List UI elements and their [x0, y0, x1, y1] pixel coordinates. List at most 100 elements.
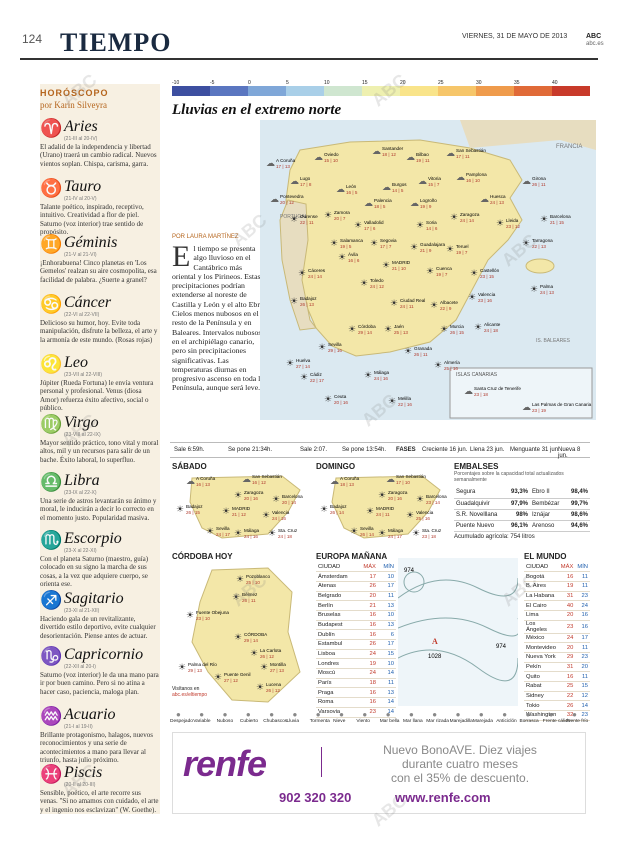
scale-label: 10 [324, 80, 330, 86]
cloud-icon: ☁ [418, 176, 427, 186]
city-temps: 17 | 6 [364, 226, 376, 231]
cloud-icon: ☁ [522, 176, 531, 186]
table-cell: 14 [377, 697, 396, 708]
city-name: Albacete [440, 300, 458, 305]
legend-symbol-icon: ● [222, 710, 228, 719]
table-cell: 23 [575, 652, 590, 663]
city-name: Sta. Cruz [278, 528, 298, 533]
city-name: Soria [426, 220, 437, 225]
table-row: Nueva York 29 23 [524, 652, 590, 663]
table-cell: Washington [524, 710, 559, 721]
city-name: Cádiz [310, 372, 322, 377]
table-cell: Iznájar [530, 509, 566, 521]
legend-symbol-icon: ● [292, 710, 298, 719]
horoscope-title: HORÓSCOPO [40, 88, 109, 98]
site-link[interactable]: abc.es [586, 41, 604, 47]
city-name: Santa Cruz de Tenerife [474, 386, 521, 391]
sun-icon: ☀ [222, 506, 230, 516]
city-name: Sta. Cruz [422, 528, 442, 533]
temperature-scale [172, 86, 590, 96]
legend-label: Variable [193, 719, 211, 724]
table-cell: 21 [357, 600, 378, 611]
city-temps: 24 | 18 [484, 328, 498, 333]
world-col-min: MÍN [575, 562, 590, 573]
city-name: San Sebastián [456, 148, 486, 153]
table-cell: Roma [316, 697, 358, 708]
table-cell: 15 [575, 681, 590, 692]
city-temps: 20 | 16 [388, 496, 402, 501]
zodiac-icon: ♉ [40, 178, 63, 198]
city-name: San Sebastián [396, 474, 426, 479]
sun-icon: ☀ [320, 504, 328, 514]
city-name: Málaga [388, 528, 404, 533]
sun-icon: ☀ [410, 242, 418, 252]
city-temps: 26 | 11 [532, 182, 546, 187]
cloud-icon: ☁ [372, 146, 381, 156]
sun-icon: ☀ [412, 528, 420, 538]
sun-icon: ☀ [416, 494, 424, 504]
sign-text: Una serie de astros levantarán su ánimo … [40, 497, 157, 522]
city-temps: 21 | 15 [550, 220, 564, 225]
table-cell: Segura [454, 487, 506, 499]
table-cell: 26 [357, 639, 378, 650]
city-name: Huelva [296, 358, 311, 363]
legend-label: Frente frío [566, 719, 589, 724]
city-name: Pamplona [466, 172, 487, 177]
ad-phone[interactable]: 902 320 320 [279, 790, 352, 805]
table-row: Varsovia 23 14 [316, 707, 396, 718]
scale-swatch [476, 86, 514, 96]
sign-dates: (22-VI al 22-VII) [64, 312, 100, 318]
cloud-icon: ☁ [266, 158, 275, 168]
sun-icon: ☀ [354, 220, 362, 230]
city-temps: 22 | 11 [300, 220, 314, 225]
table-cell: Dublín [316, 629, 358, 640]
table-cell: 24 [575, 600, 590, 611]
sun-icon: ☀ [522, 238, 530, 248]
city-name: Córdoba [358, 324, 376, 329]
sign-text: El adalid de la independencia y libertad… [40, 143, 157, 168]
sun-icon: ☀ [350, 526, 358, 536]
table-row: Budapest 16 13 [316, 620, 396, 631]
ad-website[interactable]: www.renfe.com [395, 790, 491, 805]
table-cell: 17 [357, 571, 378, 582]
city-temps: 18 | 5 [374, 204, 386, 209]
ad-line-1: Nuevo BonoAVE. Diez viajes [383, 743, 537, 757]
scale-swatch [286, 86, 324, 96]
table-cell: Estambul [316, 639, 358, 650]
sun-icon: ☀ [440, 324, 448, 334]
sun-icon: ☀ [404, 346, 412, 356]
sign-dates: (23-X al 22-XI) [64, 548, 97, 554]
renfe-advert[interactable]: renfe Nuevo BonoAVE. Diez viajes durante… [172, 732, 586, 814]
table-cell: S.R. Novelllana [454, 509, 506, 521]
sun-icon: ☀ [234, 490, 242, 500]
city-name: Cuenca [436, 266, 452, 271]
sun-icon: ☀ [474, 322, 482, 332]
visit-note: Visítanos en abc.es/eltiempo [172, 686, 207, 698]
table-row: Segura 93,3% Ebro II 98,4% [454, 487, 590, 499]
scale-label: -10 [172, 80, 180, 86]
sign-text: ¡Enhorabuena! Cinco planetas en 'Los Gem… [40, 259, 157, 284]
table-cell: Bruselas [316, 610, 358, 621]
table-cell: 17 [377, 581, 396, 592]
sign-name: Virgo [64, 414, 99, 431]
sun-icon: ☀ [378, 528, 386, 538]
city-temps: 14 | 5 [392, 188, 404, 193]
visit-link[interactable]: abc.es/eltiempo [172, 692, 208, 698]
city-temps: 17 | 11 [456, 154, 470, 159]
legend-label: Tormenta [309, 719, 330, 724]
table-row: Lima 20 16 [524, 610, 590, 621]
